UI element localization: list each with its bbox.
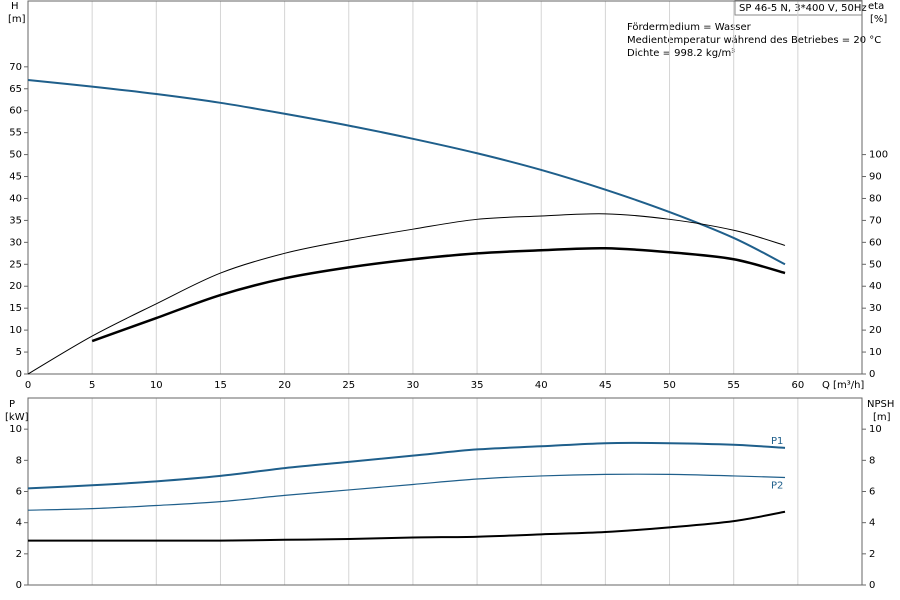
y2-label: eta (868, 1, 884, 12)
y-tick-label: 25 (9, 259, 22, 270)
y2-tick-label: 8 (869, 455, 875, 466)
y2-tick-label: 40 (869, 281, 882, 292)
y2-tick-label: 10 (869, 347, 882, 358)
y-tick-label: 20 (9, 281, 22, 292)
y2-tick-label: 30 (869, 303, 882, 314)
y2-unit: [%] (870, 14, 887, 25)
y-tick-label: 6 (16, 487, 22, 498)
y-tick-label: 15 (9, 303, 22, 314)
y-tick-label: 50 (9, 150, 22, 161)
x-tick-label: 10 (150, 380, 163, 391)
y2-tick-label: 6 (869, 487, 875, 498)
y-tick-label: 10 (9, 325, 22, 336)
y2-tick-label: 20 (869, 325, 882, 336)
y2-tick-label: 2 (869, 549, 875, 560)
y-unit: [m] (8, 14, 26, 25)
x-tick-label: 5 (89, 380, 95, 391)
y-tick-label: 40 (9, 193, 22, 204)
y-tick-label: 45 (9, 172, 22, 183)
y-label: P (9, 399, 15, 410)
y-tick-label: 0 (16, 580, 22, 591)
curve (28, 510, 786, 542)
x-label: Q [m³/h] (822, 380, 864, 391)
curve (27, 441, 786, 490)
y-tick-label: 60 (9, 106, 22, 117)
plot-frame (27, 0, 863, 375)
y-tick-label: 5 (16, 347, 22, 358)
y2-tick-label: 70 (869, 215, 882, 226)
chart-title: SP 46-5 N, 3*400 V, 50Hz (739, 3, 867, 14)
x-tick-label: 55 (727, 380, 740, 391)
y-tick-label: 2 (16, 549, 22, 560)
note: Fördermedium = Wasser (627, 22, 752, 33)
y2-tick-label: 100 (869, 150, 888, 161)
y-tick-label: 30 (9, 237, 22, 248)
x-tick-label: 60 (791, 380, 804, 391)
y2-tick-label: 60 (869, 237, 882, 248)
y2-tick-label: 50 (869, 259, 882, 270)
series-label: P1 (771, 436, 783, 447)
x-tick-label: 20 (278, 380, 291, 391)
x-tick-label: 15 (214, 380, 227, 391)
y-tick-label: 35 (9, 215, 22, 226)
x-tick-label: 30 (407, 380, 420, 391)
curve (27, 213, 786, 375)
curve (27, 473, 786, 511)
y-tick-label: 70 (9, 62, 22, 73)
y-tick-label: 8 (16, 455, 22, 466)
y2-tick-label: 0 (869, 369, 875, 380)
y-label: H (11, 1, 19, 12)
note: Medientemperatur während des Betriebes =… (627, 35, 881, 46)
x-tick-label: 0 (25, 380, 31, 391)
y-tick-label: 4 (16, 518, 22, 529)
x-tick-label: 50 (663, 380, 676, 391)
series-label: P2 (771, 480, 783, 491)
y-unit: [kW] (5, 412, 29, 423)
y-tick-label: 10 (9, 424, 22, 435)
y-tick-label: 65 (9, 84, 22, 95)
x-tick-label: 25 (342, 380, 355, 391)
y2-tick-label: 0 (869, 580, 875, 591)
curve (91, 246, 786, 343)
y2-tick-label: 80 (869, 193, 882, 204)
curve (27, 78, 786, 266)
x-tick-label: 35 (471, 380, 484, 391)
y2-tick-label: 90 (869, 172, 882, 183)
x-tick-label: 40 (535, 380, 548, 391)
plot-frame (27, 397, 863, 586)
y2-tick-label: 4 (869, 518, 875, 529)
y-tick-label: 55 (9, 128, 22, 139)
y-tick-label: 0 (16, 369, 22, 380)
x-tick-label: 45 (599, 380, 612, 391)
y2-unit: [m] (873, 412, 891, 423)
y2-label: NPSH (867, 399, 894, 410)
note: Dichte = 998.2 kg/m³ (627, 48, 735, 59)
y2-tick-label: 10 (869, 424, 882, 435)
